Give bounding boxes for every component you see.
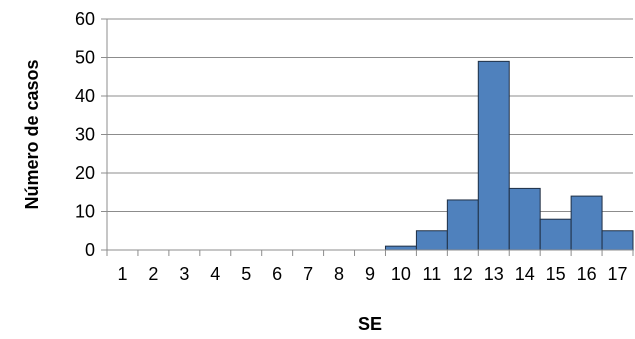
x-tick-label: 14 (515, 264, 535, 284)
bar (446, 199, 479, 251)
y-tick-label: 40 (75, 86, 95, 106)
bar (508, 187, 541, 251)
bar (477, 60, 510, 251)
bar (539, 218, 572, 251)
x-tick-label: 6 (272, 264, 282, 284)
x-axis-title: SE (358, 314, 382, 334)
axes (106, 19, 633, 251)
gridlines (101, 18, 634, 256)
y-tick-label: 10 (75, 202, 95, 222)
x-tick-label: 12 (453, 264, 473, 284)
x-tick-label: 13 (484, 264, 504, 284)
bars (384, 60, 634, 251)
y-tick-label: 20 (75, 163, 95, 183)
x-tick-label: 16 (577, 264, 597, 284)
y-tick-label: 50 (75, 48, 95, 68)
x-tick-label: 4 (210, 264, 220, 284)
y-tick-label: 0 (85, 240, 95, 260)
x-tick-labels: 1 2 3 4 5 6 7 8 9 10 11 12 13 14 15 16 17 (117, 264, 627, 284)
x-tick-label: 2 (148, 264, 158, 284)
x-tick-label: 11 (423, 264, 442, 284)
bar (415, 230, 448, 251)
y-tick-label: 30 (75, 125, 95, 145)
x-tick-label: 9 (365, 264, 375, 284)
y-tick-labels: 0 10 20 30 40 50 60 (75, 9, 95, 260)
bar (601, 230, 634, 251)
x-tick-label: 8 (334, 264, 344, 284)
x-tick-label: 3 (179, 264, 189, 284)
x-tick-label: 1 (117, 264, 127, 284)
bar (384, 245, 417, 251)
x-tick-label: 10 (391, 264, 411, 284)
y-tick-label: 60 (75, 9, 95, 29)
x-tick-label: 5 (241, 264, 251, 284)
x-tick-label: 15 (546, 264, 566, 284)
y-axis-title: Número de casos (22, 59, 42, 209)
x-tick-label: 7 (303, 264, 313, 284)
x-tick-label: 17 (608, 264, 628, 284)
bar (570, 195, 603, 251)
